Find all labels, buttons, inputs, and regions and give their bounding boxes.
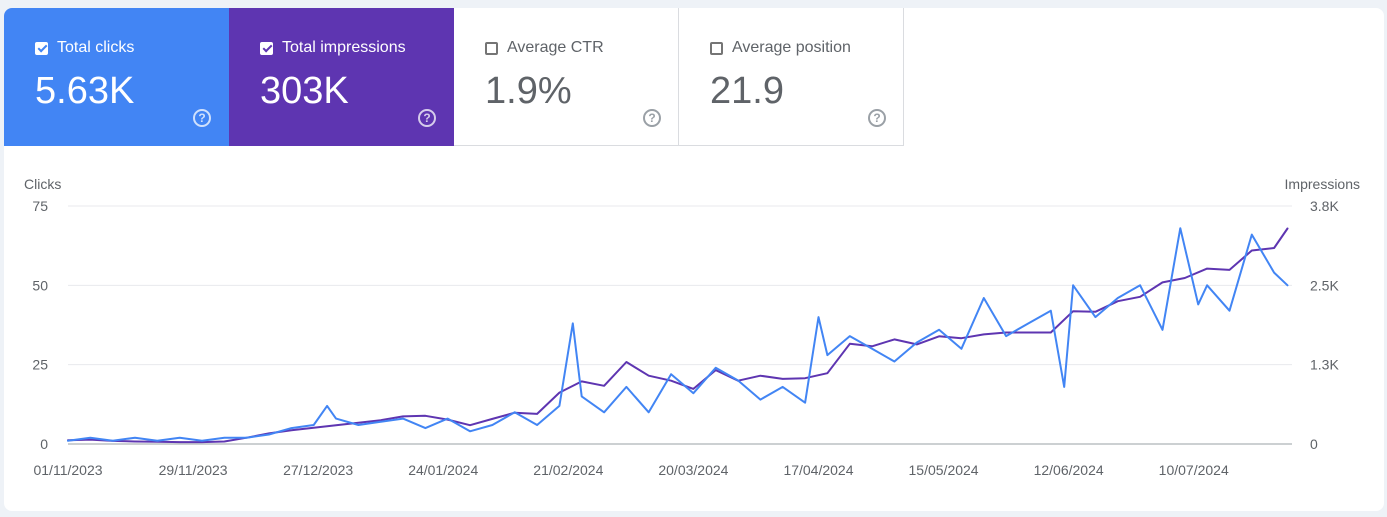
average-position-card[interactable]: Average position 21.9 ?: [679, 8, 904, 146]
performance-chart: Clicks Impressions 0 0 25 1.3K 50 2.5K 75 3.8K 0…: [24, 176, 1360, 478]
left-tick-label: 0: [40, 436, 48, 452]
total-impressions-value: 303K: [260, 70, 349, 112]
x-tick-label: 27/12/2023: [283, 462, 353, 478]
chart-labels: Clicks Impressions 0 0 25 1.3K 50 2.5K 75 3.8K 0…: [24, 176, 1360, 478]
average-position-header: Average position: [710, 39, 851, 57]
total-clicks-card[interactable]: Total clicks 5.63K ?: [4, 8, 229, 146]
x-tick-label: 12/06/2024: [1034, 462, 1104, 478]
help-icon[interactable]: ?: [193, 109, 211, 127]
help-icon[interactable]: ?: [868, 109, 886, 127]
total-impressions-header: Total impressions: [260, 39, 406, 57]
left-tick-label: 75: [32, 198, 48, 214]
average-position-checkbox[interactable]: [710, 41, 723, 55]
chart-series: [67, 227, 1289, 444]
average-ctr-header: Average CTR: [485, 39, 604, 57]
x-tick-label: 24/01/2024: [408, 462, 478, 478]
clicks-series-line: [67, 227, 1289, 442]
left-tick-label: 25: [32, 357, 48, 373]
average-ctr-card[interactable]: Average CTR 1.9% ?: [454, 8, 679, 146]
total-impressions-checkbox[interactable]: [260, 41, 273, 55]
average-ctr-checkbox[interactable]: [485, 41, 498, 55]
total-clicks-value: 5.63K: [35, 70, 135, 112]
average-position-value: 21.9: [710, 70, 784, 112]
right-tick-label: 1.3K: [1310, 357, 1339, 373]
performance-panel: Total clicks 5.63K ? Total impressions 3…: [4, 8, 1384, 511]
total-clicks-header: Total clicks: [35, 39, 134, 57]
x-tick-label: 29/11/2023: [159, 462, 228, 478]
average-ctr-value: 1.9%: [485, 70, 572, 112]
right-tick-label: 2.5K: [1310, 277, 1339, 293]
average-position-label: Average position: [732, 39, 851, 56]
right-tick-label: 0: [1310, 436, 1318, 452]
help-icon[interactable]: ?: [643, 109, 661, 127]
x-tick-label: 01/11/2023: [33, 462, 102, 478]
average-ctr-label: Average CTR: [507, 39, 604, 56]
right-tick-label: 3.8K: [1310, 198, 1339, 214]
total-impressions-label: Total impressions: [282, 39, 406, 56]
x-tick-label: 17/04/2024: [783, 462, 853, 478]
help-icon[interactable]: ?: [418, 109, 436, 127]
right-axis-title: Impressions: [1285, 176, 1360, 192]
x-tick-label: 21/02/2024: [533, 462, 603, 478]
left-axis-title: Clicks: [24, 176, 61, 192]
impressions-series-line: [67, 227, 1289, 444]
left-tick-label: 50: [32, 277, 48, 293]
x-tick-label: 15/05/2024: [909, 462, 979, 478]
total-clicks-checkbox[interactable]: [35, 41, 48, 55]
x-tick-label: 10/07/2024: [1159, 462, 1229, 478]
total-impressions-card[interactable]: Total impressions 303K ?: [229, 8, 454, 146]
metric-cards: Total clicks 5.63K ? Total impressions 3…: [4, 8, 904, 146]
chart-grid: [68, 205, 1292, 445]
total-clicks-label: Total clicks: [57, 39, 135, 56]
x-tick-label: 20/03/2024: [658, 462, 728, 478]
